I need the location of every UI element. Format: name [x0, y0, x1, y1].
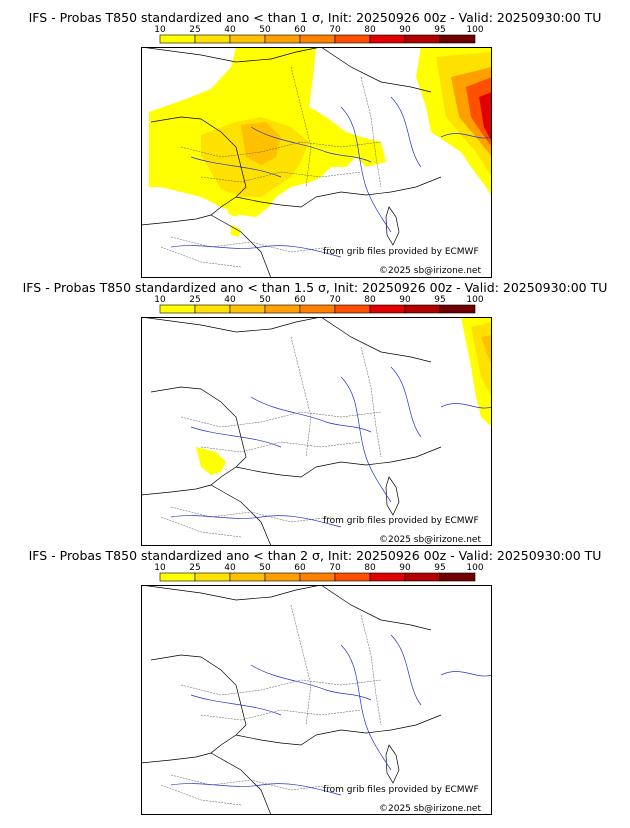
credit-source: from grib files provided by ECMWF: [323, 247, 479, 257]
admin-borders: [160, 604, 382, 806]
colorbar-swatch: [439, 34, 476, 44]
colorbar-swatch: [264, 304, 301, 314]
colorbar-tick-label: 10: [154, 563, 166, 573]
colorbar-tick-label: 70: [329, 295, 341, 305]
credit-source: from grib files provided by ECMWF: [323, 516, 479, 526]
coastline: [141, 317, 442, 546]
colorbar-swatch: [229, 304, 266, 314]
colorbar-tick-label: 90: [399, 25, 411, 35]
colorbar-swatch: [264, 34, 301, 44]
colorbar-tick-label: 10: [154, 295, 166, 305]
coastline: [141, 47, 442, 278]
colorbar-tick-label: 25: [189, 25, 200, 35]
colorbar-tick-label: 40: [224, 295, 236, 305]
colorbar-swatch: [229, 572, 266, 582]
colorbar-tick-label: 40: [224, 563, 236, 573]
colorbar-swatch: [369, 34, 406, 44]
colorbar-swatch: [404, 572, 441, 582]
colorbar-swatch: [229, 34, 266, 44]
colorbar-tick-label: 95: [434, 25, 445, 35]
colorbar-swatch: [439, 304, 476, 314]
colorbar-tick-label: 80: [364, 25, 376, 35]
probability-fill: [149, 47, 492, 237]
colorbar-swatch: [299, 34, 336, 44]
panel-2-title: IFS - Probas T850 standardized ano < tha…: [22, 280, 608, 295]
colorbar-swatch: [194, 572, 231, 582]
colorbar-swatch: [369, 572, 406, 582]
admin-borders: [160, 336, 382, 538]
colorbar-tick-label: 60: [294, 563, 306, 573]
credit-copyright: ©2025 sb@irizone.net: [379, 535, 481, 545]
colorbar-swatch: [299, 572, 336, 582]
colorbar-tick-label: 95: [434, 295, 445, 305]
colorbar-swatch: [194, 34, 231, 44]
colorbar-tick-label: 50: [259, 295, 271, 305]
map-panel-2: from grib files provided by ECMWF ©2025 …: [141, 317, 492, 546]
rivers: [170, 96, 492, 258]
colorbar-swatch: [159, 304, 196, 314]
colorbar-swatch: [439, 572, 476, 582]
colorbar-swatch: [159, 572, 196, 582]
colorbar-2: 10 25 40 50 60 70 80 90 95 100: [154, 295, 484, 314]
colorbar-swatch: [334, 304, 371, 314]
colorbar-tick-label: 50: [259, 563, 271, 573]
admin-borders: [160, 66, 382, 268]
colorbar-swatch: [159, 34, 196, 44]
colorbar-tick-label: 100: [466, 25, 483, 35]
colorbar-tick-label: 60: [294, 295, 306, 305]
colorbar-swatch: [404, 34, 441, 44]
colorbar-tick-label: 25: [189, 295, 200, 305]
colorbar-tick-label: 25: [189, 563, 200, 573]
colorbar-swatch: [299, 304, 336, 314]
panel-3-title: IFS - Probas T850 standardized ano < tha…: [28, 548, 602, 563]
colorbar-3: 10 25 40 50 60 70 80 90 95 100: [154, 563, 484, 582]
colorbar-swatch: [264, 572, 301, 582]
colorbar-swatch: [369, 304, 406, 314]
map-panel-1: from grib files provided by ECMWF ©2025 …: [141, 47, 492, 278]
colorbar-tick-label: 40: [224, 25, 236, 35]
credit-source: from grib files provided by ECMWF: [323, 785, 479, 795]
rivers: [170, 634, 492, 796]
map-panel-3: from grib files provided by ECMWF ©2025 …: [141, 585, 492, 815]
colorbar-tick-label: 100: [466, 295, 483, 305]
colorbar-swatch: [404, 304, 441, 314]
colorbar-tick-label: 50: [259, 25, 271, 35]
rivers: [170, 366, 492, 528]
probability-fill: [196, 317, 492, 475]
colorbar-tick-label: 95: [434, 563, 445, 573]
colorbar-swatch: [334, 34, 371, 44]
colorbar-tick-label: 100: [466, 563, 483, 573]
colorbar-tick-label: 80: [364, 563, 376, 573]
credit-copyright: ©2025 sb@irizone.net: [379, 266, 481, 276]
colorbar-swatch: [334, 572, 371, 582]
colorbar-tick-label: 70: [329, 563, 341, 573]
coastline: [141, 585, 442, 815]
colorbar-1: 10 25 40 50 60 70 80 90 95 100: [154, 25, 484, 44]
colorbar-tick-label: 80: [364, 295, 376, 305]
colorbar-tick-label: 10: [154, 25, 166, 35]
colorbar-swatch: [194, 304, 231, 314]
colorbar-tick-label: 90: [399, 563, 411, 573]
colorbar-tick-label: 70: [329, 25, 341, 35]
credit-copyright: ©2025 sb@irizone.net: [379, 804, 481, 814]
colorbar-tick-label: 90: [399, 295, 411, 305]
colorbar-tick-label: 60: [294, 25, 306, 35]
panel-1-title: IFS - Probas T850 standardized ano < tha…: [28, 10, 602, 25]
